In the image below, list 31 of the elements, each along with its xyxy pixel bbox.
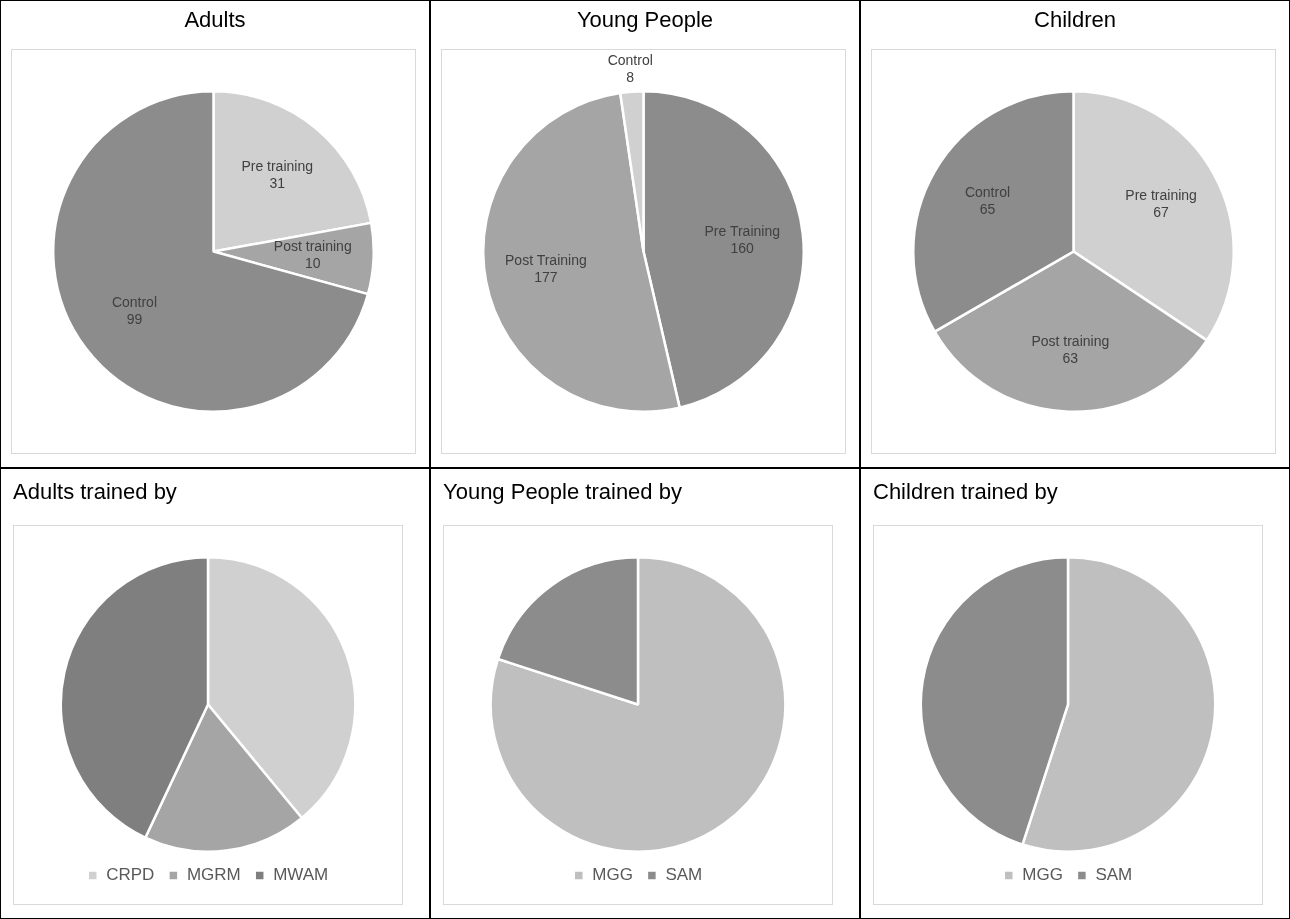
slice-label: Control bbox=[111, 294, 158, 311]
slice-label: Post Training bbox=[505, 252, 587, 269]
slice-label: Post training bbox=[273, 238, 352, 255]
legend-label: SAM bbox=[665, 865, 703, 885]
slice-label: Control bbox=[964, 184, 1011, 201]
chart-title: Adults bbox=[183, 6, 247, 34]
legend-label: MGG bbox=[1022, 865, 1063, 885]
slice-label: Control bbox=[607, 52, 653, 69]
data-label: 177 bbox=[534, 269, 558, 286]
legend-label: CRPD bbox=[106, 865, 155, 885]
data-label: 65 bbox=[979, 201, 996, 218]
chart-title: Adults trained by bbox=[13, 478, 178, 506]
data-label: 160 bbox=[730, 239, 755, 256]
chart-title: Children trained by bbox=[873, 478, 1059, 506]
legend-label: MGG bbox=[592, 865, 633, 885]
slice-label: Pre training bbox=[241, 157, 313, 174]
chart-title: Young People bbox=[575, 6, 715, 34]
data-label: 10 bbox=[304, 255, 321, 272]
legend-label: SAM bbox=[1095, 865, 1133, 885]
data-label: 8 bbox=[626, 69, 635, 86]
slice-label: Pre training bbox=[1125, 186, 1197, 203]
slice-label: Pre Training bbox=[704, 222, 780, 239]
legend-label: MWAM bbox=[273, 865, 329, 885]
slice-label: Post training bbox=[1031, 333, 1110, 350]
legend-label: MGRM bbox=[186, 865, 241, 885]
data-label: 63 bbox=[1062, 350, 1079, 367]
chart-title: Children bbox=[1033, 6, 1117, 34]
data-label: 31 bbox=[269, 174, 286, 191]
data-label: 67 bbox=[1153, 203, 1170, 220]
chart-title: Young People trained by bbox=[443, 478, 683, 506]
data-label: 99 bbox=[126, 311, 143, 328]
